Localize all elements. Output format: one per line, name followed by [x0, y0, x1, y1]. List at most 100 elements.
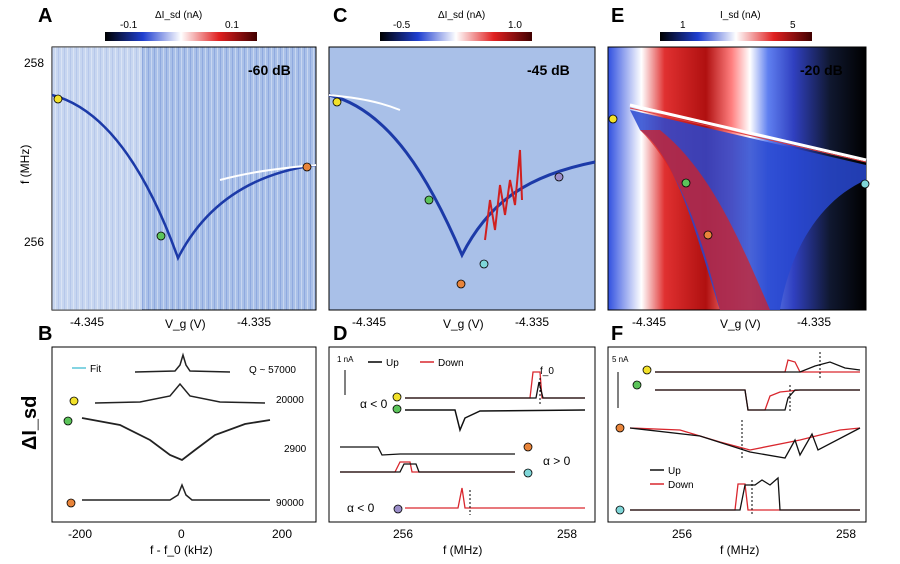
marker-cyan-f	[615, 505, 625, 515]
trace-d-4-up	[340, 463, 515, 473]
colorbar-e-max: 5	[790, 20, 796, 31]
marker-orange-e	[703, 230, 713, 240]
colorbar-e	[660, 32, 812, 41]
xlabel-b: f - f_0 (kHz)	[150, 543, 213, 557]
plot-box-f	[607, 346, 867, 523]
marker-yellow-a	[53, 94, 63, 104]
xtick-e-1: -4.345	[632, 315, 666, 329]
resonance-curve-c-red	[484, 149, 523, 241]
xlabel-a: V_g (V)	[165, 317, 206, 331]
legend-up-label-f: Up	[668, 466, 681, 477]
marker-purple-d	[393, 504, 403, 514]
power-a: -60 dB	[248, 62, 291, 78]
resonance-curve-a	[51, 93, 317, 262]
panel-b: B ΔI_sd Fit Q ~ 57000 20000 2900 90000 -…	[19, 323, 317, 557]
xtick-f-2: 258	[836, 527, 856, 541]
marker-orange-f	[615, 423, 625, 433]
marker-cyan-e	[860, 179, 870, 189]
trace-b-1	[134, 352, 231, 373]
marker-yellow-b	[69, 396, 79, 406]
panel-label-e: E	[611, 5, 624, 27]
alpha-neg2-d: α < 0	[347, 501, 375, 515]
xtick-a-2: -4.335	[237, 315, 271, 329]
xlabel-e: V_g (V)	[720, 317, 761, 331]
trace-b-3	[81, 417, 271, 462]
scale-label-f: 5 nA	[612, 355, 629, 364]
marker-cyan-d	[523, 468, 533, 478]
xlabel-d: f (MHz)	[443, 543, 482, 557]
trace-f-2-down	[655, 389, 860, 411]
colorbar-e-min: 1	[680, 20, 686, 31]
alpha-neg-d: α < 0	[360, 397, 388, 411]
xtick-a-1: -4.345	[70, 315, 104, 329]
heatmap-e-red-region	[640, 130, 770, 310]
xtick-d-2: 258	[557, 527, 577, 541]
xtick-b-1: -200	[68, 527, 92, 541]
marker-green-e	[681, 178, 691, 188]
colorbar-a	[105, 32, 257, 41]
panel-label-c: C	[333, 5, 347, 27]
scale-label-d: 1 nA	[337, 355, 354, 364]
marker-orange-d	[523, 442, 533, 452]
colorbar-a-title: ΔI_sd (nA)	[155, 10, 202, 21]
panel-label-a: A	[38, 5, 52, 27]
legend-down-label-f: Down	[668, 480, 694, 491]
marker-yellow-f	[642, 365, 652, 375]
trace-d-5	[405, 487, 585, 509]
panel-label-d: D	[333, 323, 347, 345]
colorbar-e-title: I_sd (nA)	[720, 10, 761, 21]
trace-f-2-up	[655, 389, 860, 411]
panel-label-b: B	[38, 323, 52, 345]
ytick-a-258: 258	[24, 56, 44, 70]
marker-yellow-d	[392, 392, 402, 402]
resonance-curve-e-white	[629, 103, 867, 162]
ylabel-a: f (MHz)	[18, 145, 32, 184]
legend-up-label-d: Up	[386, 358, 399, 369]
marker-yellow-c	[332, 97, 342, 107]
colorbar-c	[380, 32, 532, 41]
resonance-curve-c-bright	[328, 94, 401, 111]
resonance-curve-c	[328, 93, 596, 259]
legend-down-label-d: Down	[438, 358, 464, 369]
trace-f-3-up	[629, 427, 861, 459]
panel-a: A -0.1 ΔI_sd (nA) 0.1 -60 dB 258 256 f (…	[18, 5, 317, 331]
heatmap-a	[51, 46, 317, 311]
xlabel-c: V_g (V)	[443, 317, 484, 331]
power-c: -45 dB	[527, 62, 570, 78]
marker-cyan-c	[479, 259, 489, 269]
trace-d-3	[340, 446, 515, 456]
marker-green-f	[632, 380, 642, 390]
marker-green-a	[156, 231, 166, 241]
marker-orange-c	[456, 279, 466, 289]
heatmap-c	[328, 46, 596, 311]
marker-yellow-e	[608, 114, 618, 124]
xtick-b-2: 0	[178, 527, 185, 541]
panel-label-f: F	[611, 323, 623, 345]
panel-e: E 1 I_sd (nA) 5 -20 dB -4.345 -4.335 V_g…	[607, 5, 870, 331]
trace-d-4-down	[340, 461, 515, 473]
colorbar-c-title: ΔI_sd (nA)	[438, 10, 485, 21]
trace-d-2	[405, 409, 586, 433]
colorbar-a-min: -0.1	[120, 20, 138, 31]
trace-b-4	[82, 482, 270, 501]
trace-d-1-up	[405, 381, 585, 399]
q-value-4: 90000	[276, 498, 304, 509]
resonance-curve-e-red	[629, 107, 867, 163]
plot-box-d	[328, 346, 596, 523]
xtick-d-1: 256	[393, 527, 413, 541]
panel-f: F 5 nA Up Down 256 258 f (MHz)	[607, 323, 867, 557]
trace-d-1-down	[405, 371, 585, 399]
q-value-3: 2900	[284, 444, 307, 455]
panel-d: D 1 nA Up Down f_0 α < 0 α > 0 α < 0 256…	[328, 323, 596, 557]
marker-orange-b	[66, 498, 76, 508]
f0-label-d: f_0	[540, 366, 554, 377]
trace-f-1-up	[655, 361, 861, 373]
trace-b-2	[94, 382, 266, 404]
xtick-c-1: -4.345	[352, 315, 386, 329]
xtick-e-2: -4.335	[797, 315, 831, 329]
marker-purple-c	[554, 172, 564, 182]
colorbar-a-max: 0.1	[225, 20, 239, 31]
marker-green-c	[424, 195, 434, 205]
marker-green-d	[392, 404, 402, 414]
